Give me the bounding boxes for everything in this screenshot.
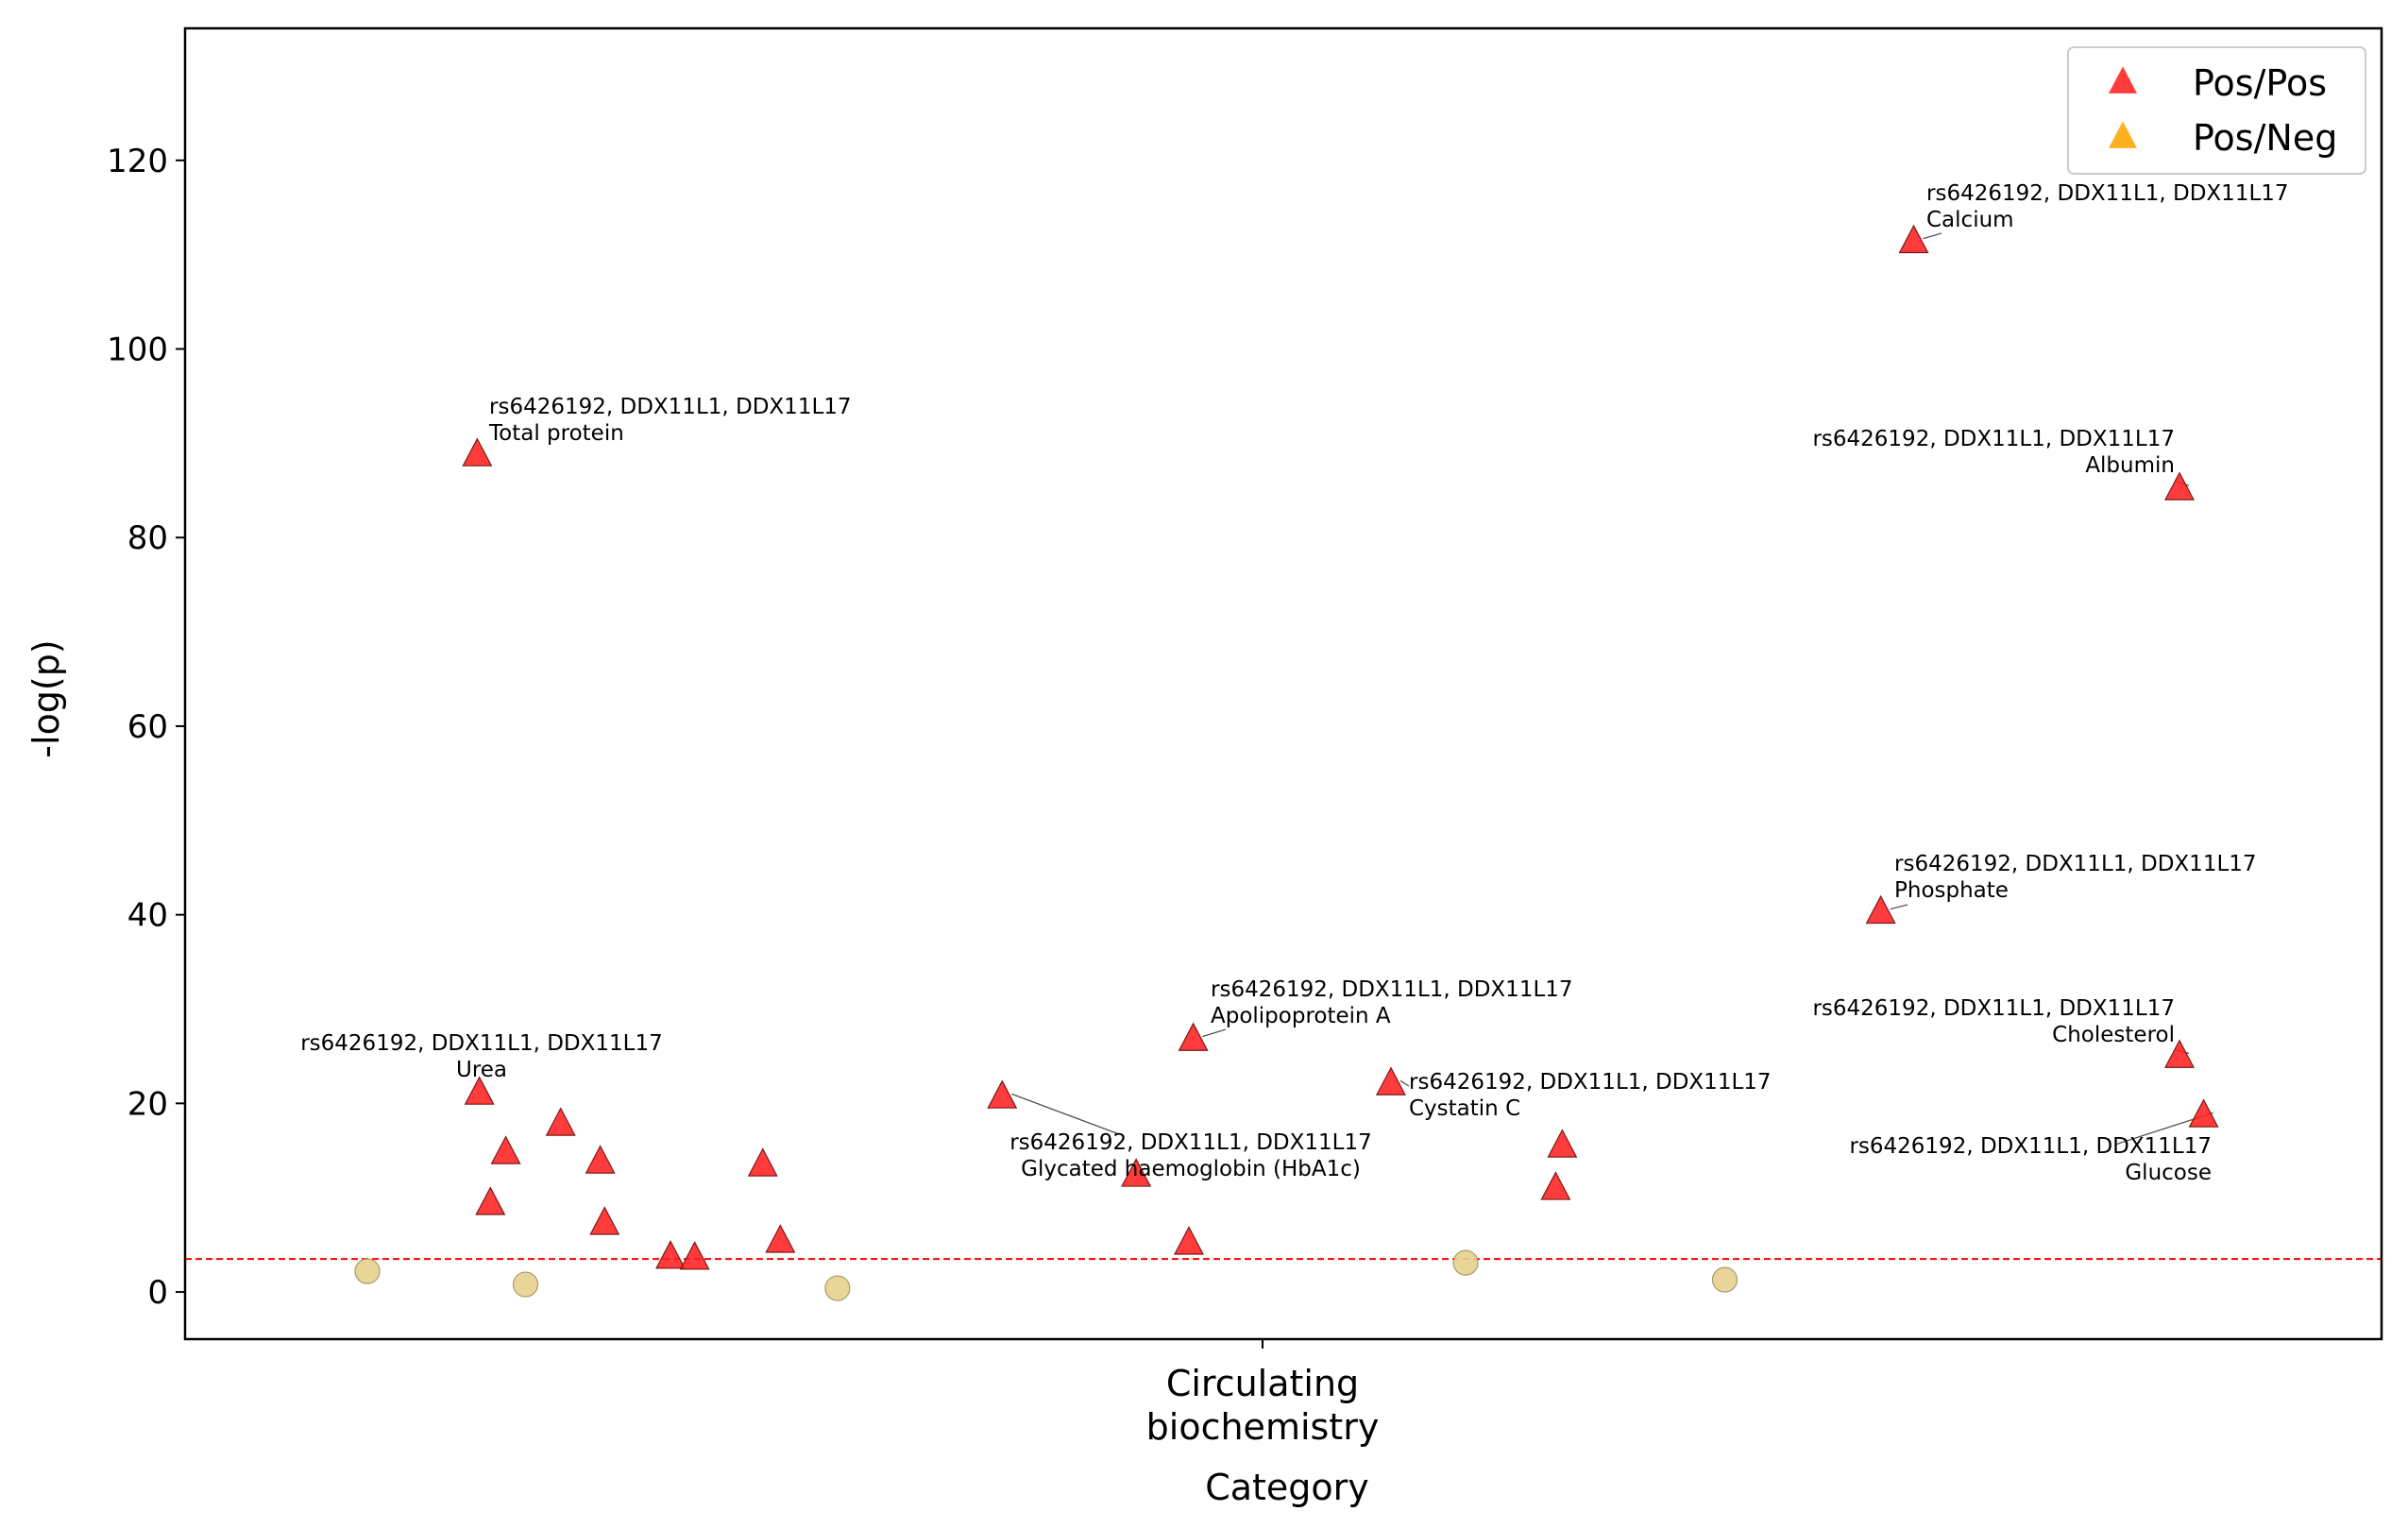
annotation-trait: Cystatin C xyxy=(1409,1096,1520,1121)
annotation-snp: rs6426192, DDX11L1, DDX11L17 xyxy=(1812,427,2175,451)
y-axis-label: -log(p) xyxy=(25,639,67,757)
y-tick-label: 60 xyxy=(127,708,168,746)
triangle-point xyxy=(1173,1226,1204,1255)
annotation-trait: Total protein xyxy=(488,421,624,446)
triangle-point xyxy=(1375,1066,1406,1095)
y-tick-label: 20 xyxy=(127,1085,168,1123)
annotation-arrow xyxy=(1923,232,1942,240)
triangle-point xyxy=(679,1241,710,1270)
annotation-trait: Albumin xyxy=(2085,453,2175,478)
triangle-point xyxy=(655,1240,687,1269)
annotation-snp: rs6426192, DDX11L1, DDX11L17 xyxy=(1812,996,2175,1021)
triangle-point xyxy=(1547,1129,1578,1158)
circle-point xyxy=(512,1271,539,1298)
triangle-point xyxy=(1178,1022,1209,1051)
triangle-point xyxy=(1540,1171,1571,1200)
annotation-trait: Urea xyxy=(456,1058,507,1082)
annotation-snp: rs6426192, DDX11L1, DDX11L17 xyxy=(1211,977,1573,1002)
triangle-point xyxy=(1898,224,1929,254)
triangle-point xyxy=(1121,1158,1152,1187)
triangle-point xyxy=(490,1135,521,1164)
triangle-point xyxy=(585,1145,616,1174)
y-tick-label: 0 xyxy=(147,1274,168,1312)
x-tick-label: biochemistry xyxy=(1146,1406,1380,1448)
legend-label: Pos/Pos xyxy=(2193,62,2327,104)
circle-point xyxy=(1452,1249,1479,1276)
legend-marker xyxy=(2109,66,2137,93)
annotation-arrow xyxy=(1202,1028,1227,1038)
y-tick-label: 120 xyxy=(107,143,168,180)
triangle-point xyxy=(765,1224,796,1253)
triangle-point xyxy=(987,1079,1018,1109)
annotation-snp: rs6426192, DDX11L1, DDX11L17 xyxy=(1926,181,2289,206)
annotation-trait: Phosphate xyxy=(1894,878,2009,903)
x-tick-label: Circulating xyxy=(1166,1363,1359,1404)
x-axis-label: Category xyxy=(1205,1467,1369,1508)
annotation-trait: Glucose xyxy=(2125,1161,2212,1185)
y-tick-label: 40 xyxy=(127,897,168,935)
annotation-snp: rs6426192, DDX11L1, DDX11L17 xyxy=(1409,1070,1772,1095)
annotation-snp: rs6426192, DDX11L1, DDX11L17 xyxy=(489,395,852,419)
annotation-snp: rs6426192, DDX11L1, DDX11L17 xyxy=(1009,1130,1372,1155)
legend-box xyxy=(2067,46,2366,175)
annotation-snp: rs6426192, DDX11L1, DDX11L17 xyxy=(1894,852,2257,876)
y-tick-label: 100 xyxy=(107,331,168,369)
triangle-point xyxy=(2164,1039,2196,1068)
annotation-trait: Calcium xyxy=(1926,208,2014,232)
triangle-point xyxy=(462,437,493,467)
legend-marker xyxy=(2109,121,2137,148)
circle-point xyxy=(354,1258,381,1284)
triangle-point xyxy=(2188,1098,2219,1128)
triangle-point xyxy=(545,1107,576,1136)
plot-frame xyxy=(183,26,2383,1341)
annotation-trait: Apolipoprotein A xyxy=(1211,1004,1391,1028)
annotation-snp: rs6426192, DDX11L1, DDX11L17 xyxy=(1849,1134,2212,1159)
triangle-point xyxy=(464,1076,495,1105)
triangle-point xyxy=(589,1206,620,1235)
triangle-point xyxy=(475,1186,506,1215)
legend-label: Pos/Neg xyxy=(2193,117,2337,159)
annotation-snp: rs6426192, DDX11L1, DDX11L17 xyxy=(300,1031,663,1056)
circle-point xyxy=(824,1275,851,1301)
triangle-point xyxy=(1865,894,1896,925)
annotation-trait: Glycated haemoglobin (HbA1c) xyxy=(1021,1157,1361,1181)
triangle-point xyxy=(2164,471,2196,501)
triangle-point xyxy=(747,1147,778,1177)
annotation-arrow xyxy=(1890,904,1908,910)
annotation-arrow xyxy=(1399,1079,1410,1087)
annotation-trait: Cholesterol xyxy=(2052,1023,2175,1047)
circle-point xyxy=(1711,1266,1738,1293)
annotation-arrow xyxy=(1011,1093,1120,1135)
y-tick-label: 80 xyxy=(127,519,168,557)
